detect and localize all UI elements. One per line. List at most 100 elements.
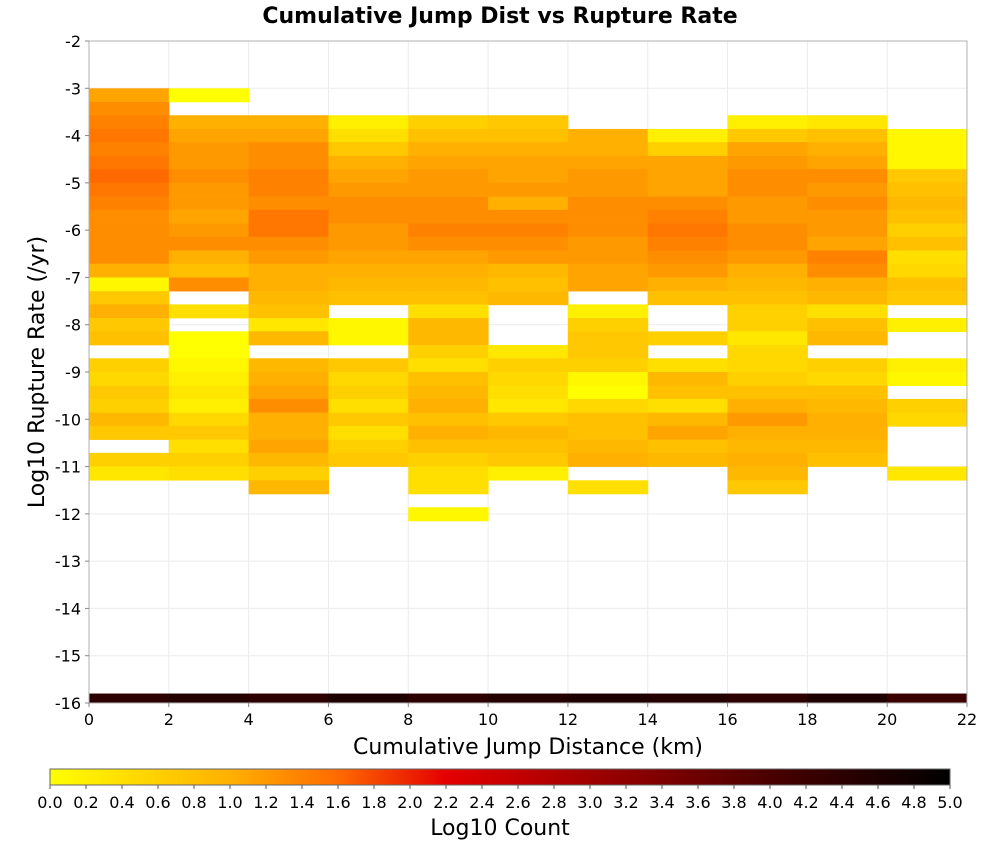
y-axis-ticks: -2 -3 -4 -5 -6 -7 -8 -9 -10 -11 -12 -13 -14 -15 -16 (55, 32, 89, 713)
heatmap-cell (408, 236, 489, 251)
heatmap-cell (248, 250, 329, 265)
colorbar-tick-label: 1.2 (253, 793, 278, 812)
heatmap-cell (408, 209, 489, 224)
heatmap-cell (89, 466, 170, 481)
heatmap-cell (647, 331, 729, 346)
heatmap-cell (168, 250, 250, 265)
x-tick-label: 16 (717, 710, 737, 729)
heatmap-cell (248, 196, 329, 211)
heatmap-cell (887, 412, 968, 427)
heatmap-cell (727, 291, 808, 306)
heatmap-cell (807, 142, 888, 157)
heatmap-cell (408, 263, 489, 278)
y-tick-label: -10 (55, 410, 81, 429)
colorbar-ticks: 0.0 0.2 0.4 0.6 0.8 1.0 1.2 1.4 1.6 1.8 2.0 2.2 2.4 2… (37, 785, 963, 812)
heatmap-cell (887, 128, 968, 143)
y-tick-label: -15 (55, 647, 81, 666)
heatmap-cell (727, 412, 808, 427)
heatmap-cell (488, 358, 569, 373)
heatmap-cell (567, 142, 649, 157)
x-tick-label: 12 (558, 710, 578, 729)
heatmap-cell (807, 277, 888, 292)
heatmap-cell (89, 128, 170, 143)
heatmap-cell (488, 250, 569, 265)
heatmap-cell (488, 452, 569, 467)
heatmap-cell (248, 425, 329, 440)
x-tick-label: 8 (403, 710, 413, 729)
x-tick-label: 18 (797, 710, 817, 729)
heatmap-cell (248, 155, 329, 170)
heatmap-cell (89, 358, 170, 373)
heatmap-cell (168, 331, 250, 346)
heatmap-cell-bottom-band (488, 693, 569, 703)
heatmap-cell-bottom-band (807, 693, 888, 703)
heatmap-cell (567, 304, 649, 319)
heatmap-cell (727, 209, 808, 224)
heatmap-cell (887, 466, 968, 481)
y-tick-label: -12 (55, 505, 81, 524)
heatmap-cell (89, 142, 170, 157)
y-tick-label: -7 (65, 268, 81, 287)
heatmap-cell (887, 142, 968, 157)
x-tick-label: 4 (244, 710, 254, 729)
heatmap-cell (328, 115, 409, 130)
heatmap-cell (727, 196, 808, 211)
heatmap-cell (567, 398, 649, 413)
heatmap-cell (567, 331, 649, 346)
colorbar-tick-label: 3.8 (721, 793, 746, 812)
heatmap-cell (727, 169, 808, 184)
heatmap-cell (488, 223, 569, 238)
heatmap-cell (168, 115, 250, 130)
heatmap-cell (89, 115, 170, 130)
colorbar-tick-label: 1.6 (325, 793, 350, 812)
colorbar-tick-label: 0.0 (37, 793, 62, 812)
heatmap-cell (328, 425, 409, 440)
heatmap-cell (89, 223, 170, 238)
heatmap-cell (567, 196, 649, 211)
heatmap-cell (727, 128, 808, 143)
heatmap-cell (89, 398, 170, 413)
heatmap-cell (248, 318, 329, 333)
heatmap-cell (727, 318, 808, 333)
heatmap-cell (168, 372, 250, 387)
heatmap-cell (168, 236, 250, 251)
heatmap-cell (328, 412, 409, 427)
heatmap-cell (727, 223, 808, 238)
heatmap-cell (408, 439, 489, 454)
heatmap-cell (408, 466, 489, 481)
colorbar-tick-label: 1.8 (361, 793, 386, 812)
heatmap-cell (248, 291, 329, 306)
heatmap-cell (488, 182, 569, 197)
heatmap-cell (248, 304, 329, 319)
x-axis-ticks: 0 2 4 6 8 10 12 14 16 18 20 22 (84, 703, 977, 729)
heatmap-cell (168, 169, 250, 184)
heatmap-cell (807, 318, 888, 333)
heatmap-cell (408, 480, 489, 495)
heatmap-cell (807, 196, 888, 211)
heatmap-cell (168, 345, 250, 360)
heatmap-cell (408, 115, 489, 130)
colorbar (49, 768, 951, 786)
heatmap-cell (248, 358, 329, 373)
heatmap-cell (248, 209, 329, 224)
heatmap-cell (647, 372, 729, 387)
heatmap-cell (168, 209, 250, 224)
heatmap-cell (248, 480, 329, 495)
heatmap-cell (168, 385, 250, 400)
heatmap-cell (328, 358, 409, 373)
heatmap-cell (488, 196, 569, 211)
heatmap-cell (567, 236, 649, 251)
heatmap-cell (248, 142, 329, 157)
heatmap-cell (328, 128, 409, 143)
heatmap-cell (168, 466, 250, 481)
heatmap-cell (647, 196, 729, 211)
heatmap-cell (887, 358, 968, 373)
heatmap-cell (807, 385, 888, 400)
heatmap-cell (727, 439, 808, 454)
y-tick-label: -9 (65, 363, 81, 382)
colorbar-tick-label: 4.4 (829, 793, 854, 812)
x-tick-label: 2 (164, 710, 174, 729)
heatmap-cell (89, 372, 170, 387)
heatmap-cell (89, 277, 170, 292)
heatmap-cell (248, 169, 329, 184)
